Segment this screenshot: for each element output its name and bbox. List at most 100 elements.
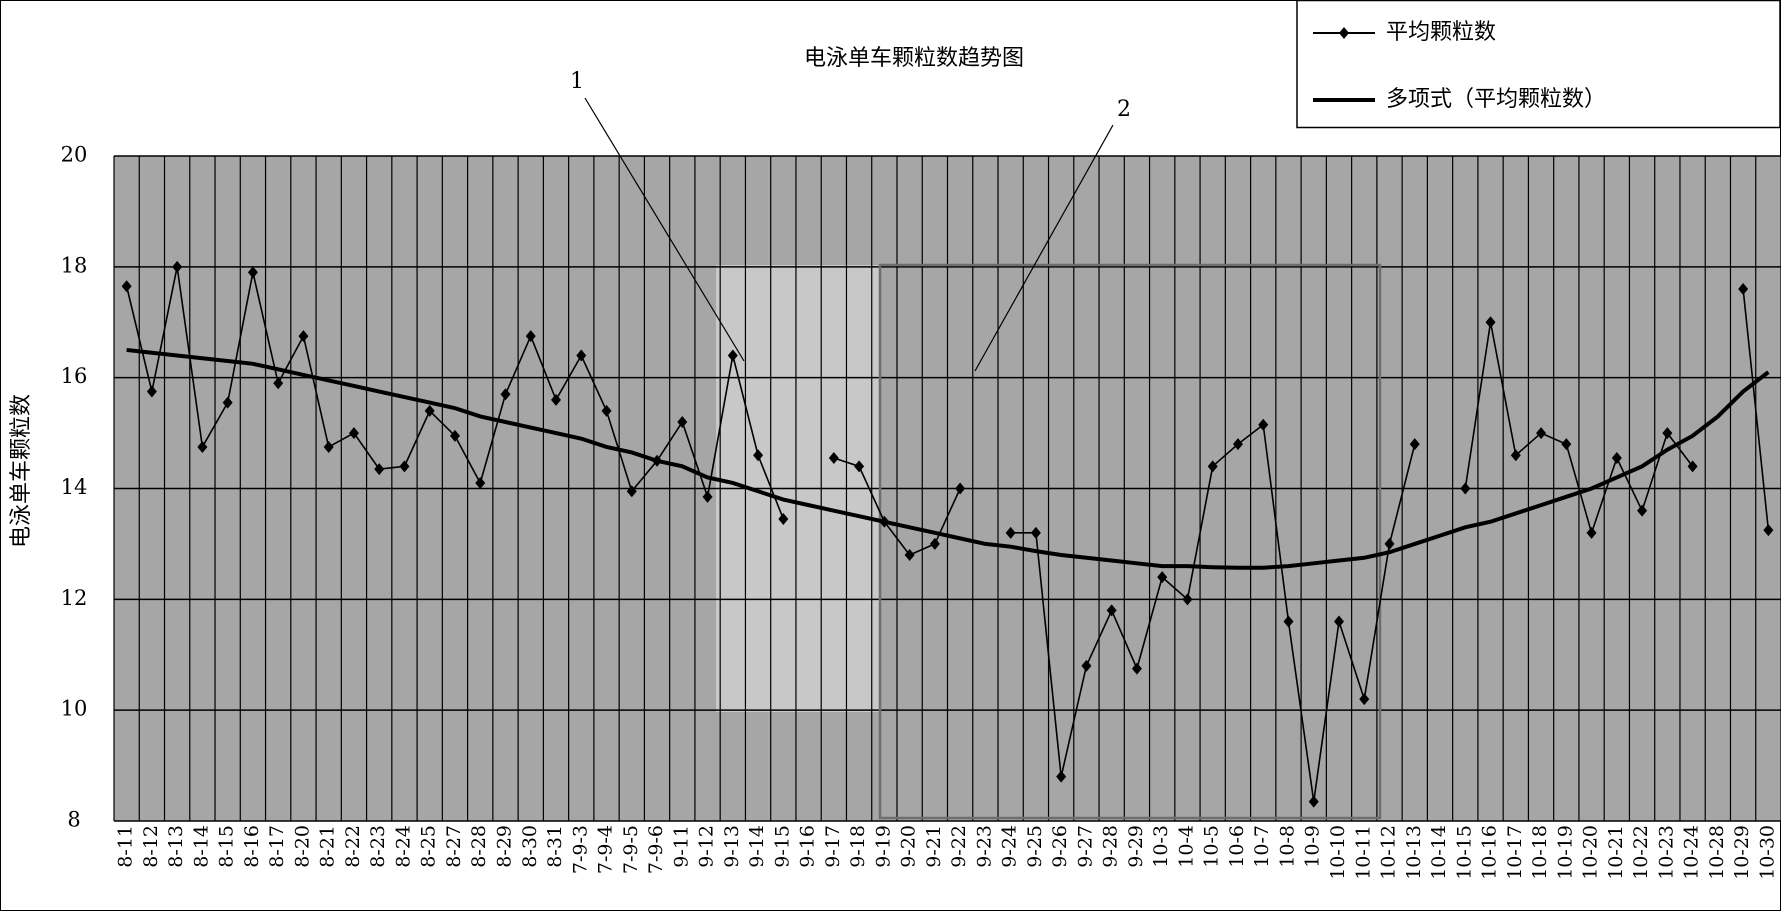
x-tick-label: 10-13 xyxy=(1403,825,1425,880)
point-marker xyxy=(1763,524,1774,537)
y-tick-label: 18 xyxy=(61,253,88,277)
y-axis-title: 电泳单车颗粒数 xyxy=(9,394,34,548)
overlay: 12 xyxy=(570,69,1131,372)
x-tick-label: 10-22 xyxy=(1630,825,1652,880)
x-tick-label: 8-11 xyxy=(115,825,137,868)
point-marker xyxy=(1586,526,1597,539)
x-tick-label: 9-11 xyxy=(670,825,692,868)
x-tick-label: 9-25 xyxy=(1024,825,1046,868)
x-tick-label: 10-6 xyxy=(1226,825,1248,868)
point-marker xyxy=(1460,482,1471,495)
point-marker xyxy=(172,260,183,273)
x-tick-label: 10-4 xyxy=(1175,825,1197,868)
point-marker xyxy=(374,463,385,476)
point-marker xyxy=(828,452,839,465)
x-tick-label: 9-16 xyxy=(797,825,819,868)
x-tick-label: 8-20 xyxy=(291,825,313,868)
annotation-leader xyxy=(584,97,745,362)
x-tick-label: 8-13 xyxy=(165,825,187,868)
point-marker xyxy=(1182,593,1193,606)
point-marker xyxy=(1536,427,1547,440)
y-tick-label: 16 xyxy=(61,364,88,388)
x-tick-label: 9-14 xyxy=(746,825,768,868)
x-tick-label: 10-28 xyxy=(1706,825,1728,880)
x-tick-label: 8-22 xyxy=(342,825,364,868)
x-tick-label: 10-7 xyxy=(1251,825,1273,868)
x-tick-label: 8-24 xyxy=(392,825,414,868)
point-marker xyxy=(854,460,865,473)
point-marker xyxy=(1611,452,1622,465)
x-tick-label: 10-14 xyxy=(1428,825,1450,880)
x-tick-label: 9-13 xyxy=(721,825,743,868)
y-tick-label: 20 xyxy=(61,143,88,167)
outlined-region xyxy=(878,263,1382,820)
x-tick-label: 10-20 xyxy=(1580,825,1602,880)
x-tick-label: 9-20 xyxy=(898,825,920,868)
point-marker xyxy=(904,549,915,561)
x-tick-label: 9-22 xyxy=(948,825,970,868)
x-tick-label: 10-11 xyxy=(1352,825,1374,880)
point-marker xyxy=(1637,504,1648,517)
point-marker xyxy=(955,482,966,495)
x-tick-label: 8-14 xyxy=(190,825,212,868)
point-marker xyxy=(1738,283,1749,295)
point-marker xyxy=(121,280,132,293)
point-marker xyxy=(449,429,460,442)
x-tick-label: 8-12 xyxy=(140,825,162,868)
x-tick-label: 8-27 xyxy=(443,825,465,868)
x-tick-label: 10-12 xyxy=(1378,825,1400,880)
point-marker xyxy=(1687,460,1698,473)
point-marker xyxy=(1283,615,1294,628)
point-marker xyxy=(576,349,587,362)
annotation-leader xyxy=(974,124,1114,372)
legend-label: 多项式（平均颗粒数） xyxy=(1386,87,1606,112)
x-tick-label: 10-18 xyxy=(1529,825,1551,880)
y-tick-label: 8 xyxy=(67,808,80,832)
point-marker xyxy=(1333,615,1344,628)
point-marker xyxy=(1308,795,1319,808)
point-marker xyxy=(1106,604,1117,617)
x-tick-label: 9-26 xyxy=(1049,825,1071,868)
x-tick-label: 9-12 xyxy=(696,825,718,868)
x-tick-label: 9-21 xyxy=(923,825,945,868)
annotation: 1 xyxy=(570,69,584,94)
point-marker xyxy=(1056,770,1067,783)
point-marker xyxy=(273,377,284,390)
x-tick-label: 10-29 xyxy=(1731,825,1753,880)
x-tick-label: 9-18 xyxy=(847,825,869,868)
x-tick-label: 9-15 xyxy=(771,825,793,868)
chart-title: 电泳单车颗粒数趋势图 xyxy=(804,46,1024,71)
x-tick-label: 9-28 xyxy=(1100,825,1122,868)
legend-box xyxy=(1296,0,1781,129)
point-marker xyxy=(525,330,536,343)
point-marker xyxy=(1409,438,1420,451)
x-tick-label: 9-24 xyxy=(999,825,1021,868)
x-tick-label: 10-19 xyxy=(1554,825,1576,880)
plot-area: 8 10 12 14 16 18 20 8-11 8-12 8-13 8-14 8-15 8-16 8-1… xyxy=(61,143,1781,880)
point-marker xyxy=(1485,316,1496,329)
trend-line xyxy=(126,347,1770,570)
point-marker xyxy=(1258,418,1269,431)
legend-marker xyxy=(1339,27,1349,39)
annotation: 2 xyxy=(1117,97,1131,122)
x-tick-label: 10-8 xyxy=(1276,825,1298,868)
point-marker xyxy=(626,485,637,498)
point-marker xyxy=(323,440,334,453)
point-marker xyxy=(1157,571,1168,584)
x-tick-label: 9-17 xyxy=(822,825,844,868)
x-tick-label: 8-28 xyxy=(468,825,490,868)
point-marker xyxy=(702,490,713,503)
point-marker xyxy=(1662,427,1673,440)
x-tick-label: 8-17 xyxy=(266,825,288,868)
x-tick-label: 8-16 xyxy=(241,825,263,868)
x-tick-label: 10-23 xyxy=(1655,825,1677,880)
x-tick-label: 9-27 xyxy=(1074,825,1096,868)
point-marker xyxy=(1081,659,1092,672)
point-marker xyxy=(424,404,435,417)
y-tick-label: 14 xyxy=(61,475,88,499)
x-tick-label: 10-21 xyxy=(1605,825,1627,880)
point-marker xyxy=(1207,460,1218,473)
point-marker xyxy=(727,349,738,362)
point-marker xyxy=(601,404,612,417)
